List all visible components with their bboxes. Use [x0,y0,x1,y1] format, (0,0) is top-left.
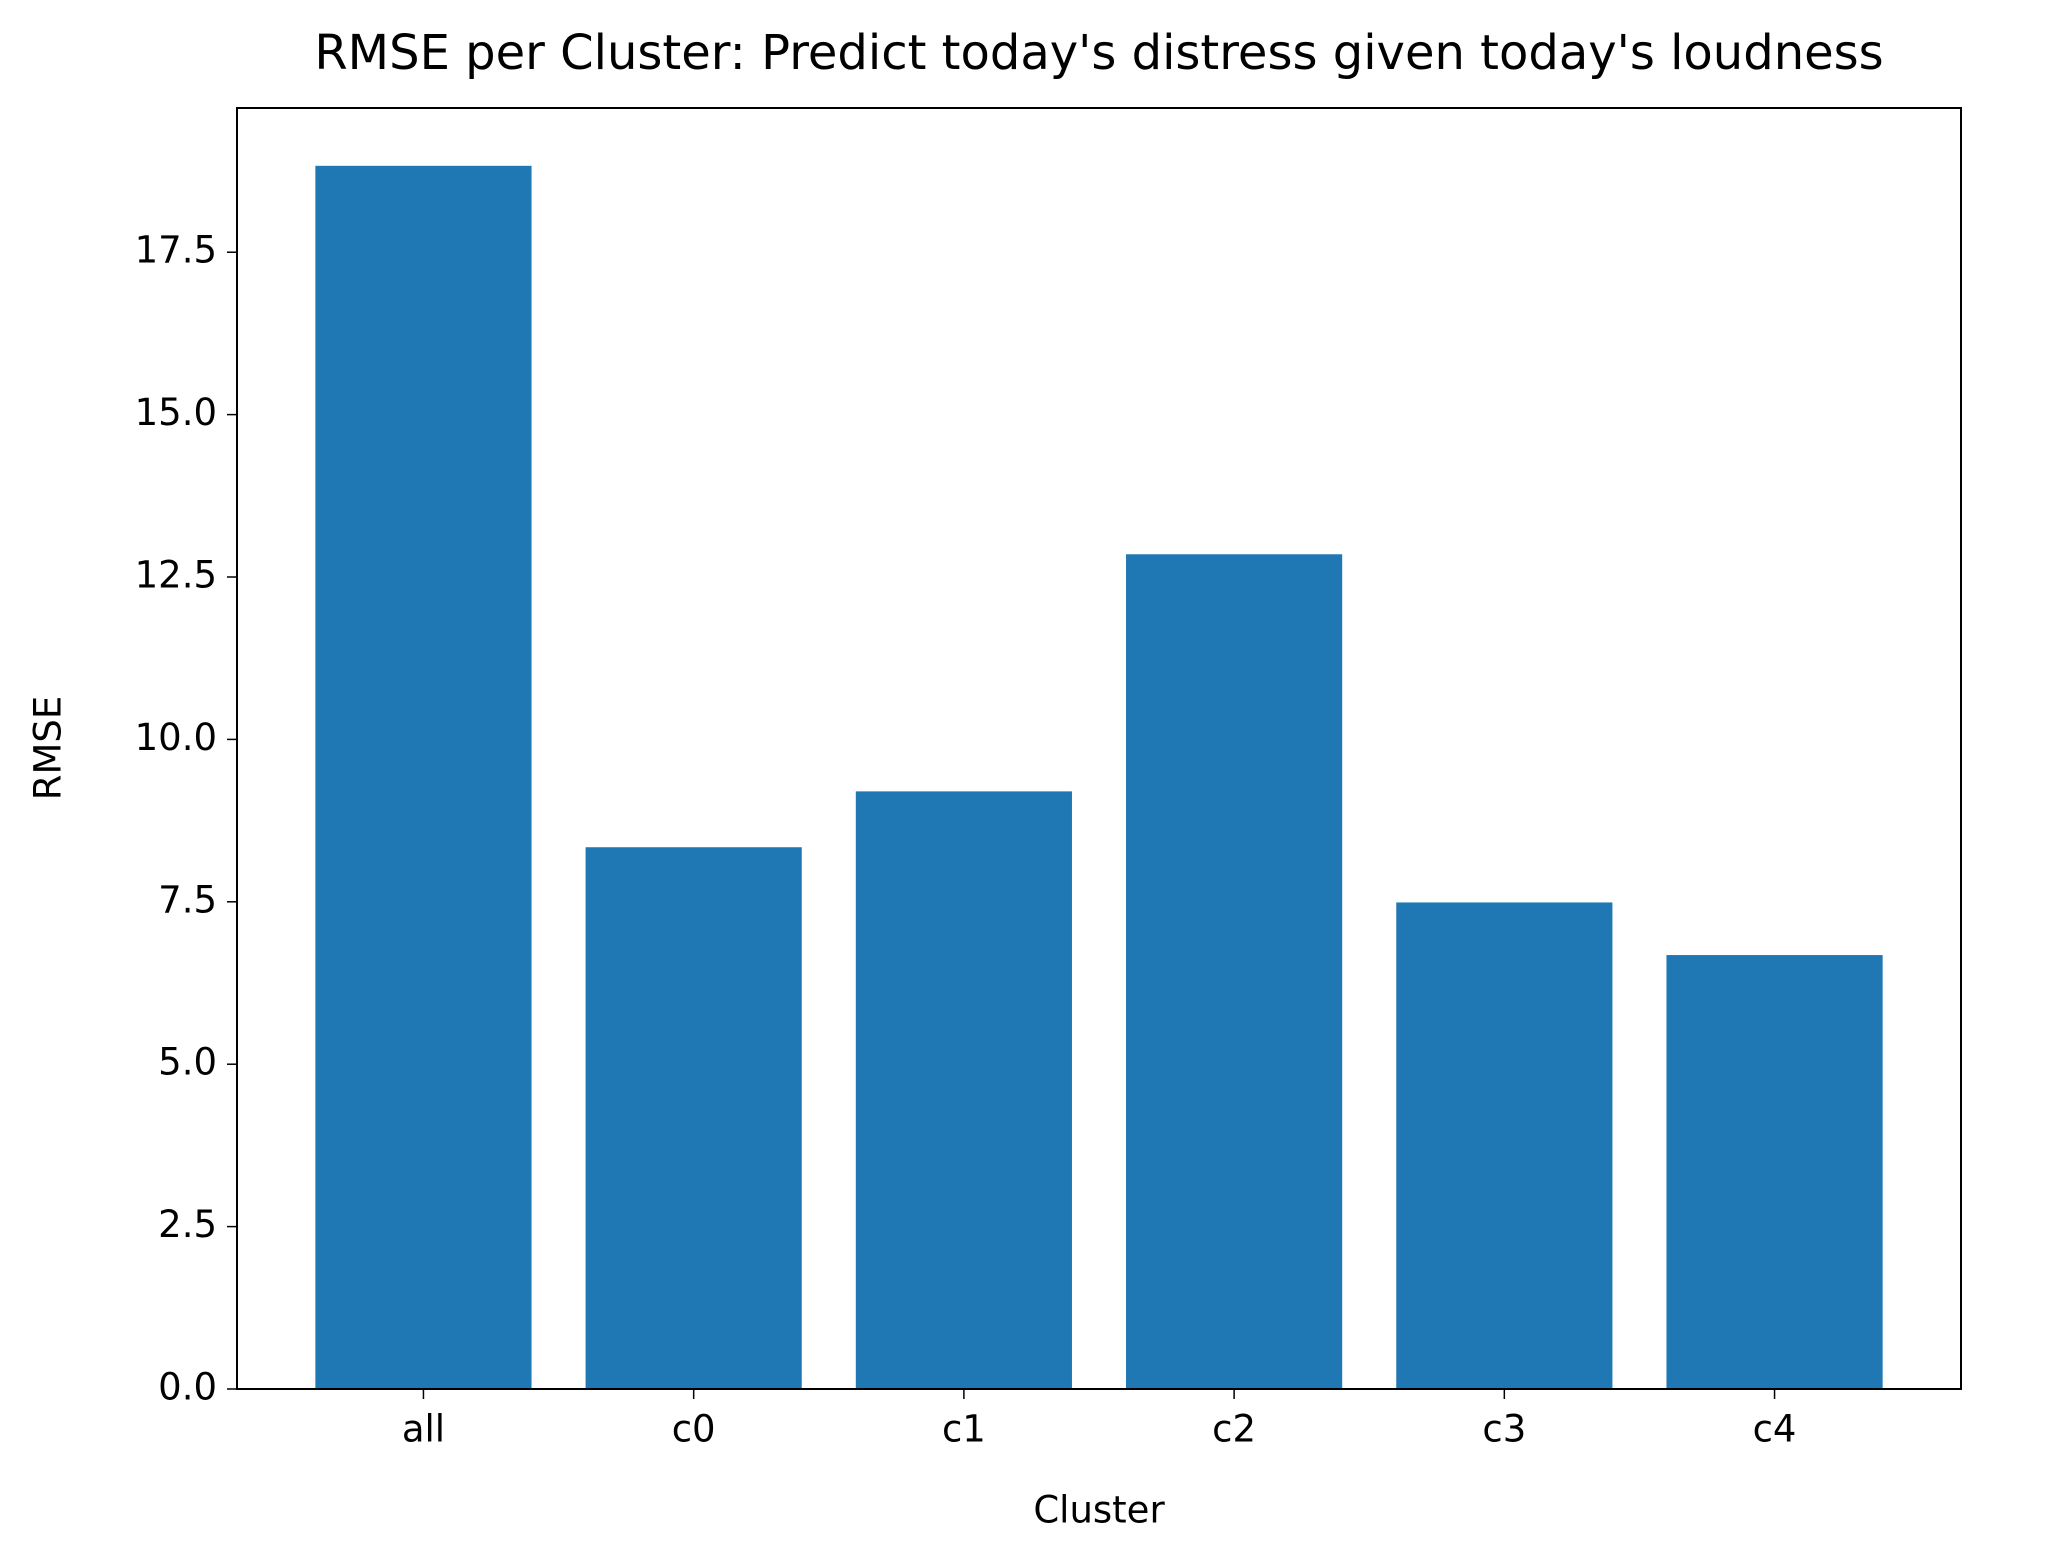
x-tick-label: c3 [1482,1408,1526,1451]
y-tick-label: 0.0 [158,1366,217,1409]
x-tick-label: c2 [1212,1408,1256,1451]
bar [1126,554,1343,1389]
y-tick-label: 12.5 [135,554,217,597]
chart-title: RMSE per Cluster: Predict today's distre… [314,25,1883,81]
x-tick-label: c4 [1753,1408,1797,1451]
bar [855,791,1072,1389]
y-axis-label: RMSE [27,696,70,801]
y-tick-label: 2.5 [158,1203,217,1246]
y-tick-label: 17.5 [135,229,217,272]
y-tick-label: 7.5 [158,878,217,921]
bar [1396,902,1613,1389]
x-axis-label: Cluster [1033,1489,1165,1532]
bar [585,847,802,1389]
x-tick-label: c0 [672,1408,716,1451]
y-tick-label: 5.0 [158,1041,217,1084]
y-tick-label: 15.0 [135,391,217,434]
bar [1666,955,1883,1389]
y-tick-label: 10.0 [135,716,217,759]
bar [315,165,532,1390]
plot-frame [236,107,1962,1390]
x-tick-label: c1 [942,1408,986,1451]
x-tick-label: all [402,1408,445,1451]
